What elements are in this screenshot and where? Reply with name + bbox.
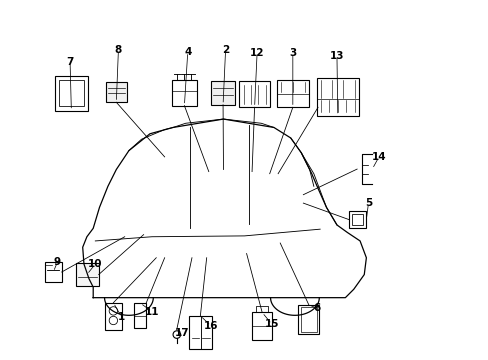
Bar: [251, 312, 272, 340]
Text: 8: 8: [115, 45, 122, 55]
Bar: [134, 303, 146, 328]
Bar: [300, 307, 316, 332]
Bar: [277, 80, 308, 107]
Text: 5: 5: [364, 198, 371, 208]
Bar: [59, 80, 84, 107]
Text: 10: 10: [88, 259, 102, 269]
Bar: [348, 211, 366, 228]
Bar: [316, 78, 358, 116]
Bar: [105, 82, 126, 102]
Text: 1: 1: [118, 312, 125, 323]
Text: 7: 7: [66, 57, 74, 67]
Text: 4: 4: [183, 47, 191, 57]
Bar: [351, 213, 363, 225]
Text: 15: 15: [264, 319, 279, 329]
Text: 6: 6: [312, 303, 320, 313]
Text: 16: 16: [203, 321, 218, 331]
Text: 9: 9: [54, 257, 61, 267]
Bar: [239, 81, 269, 107]
Bar: [105, 303, 122, 330]
Bar: [298, 305, 319, 334]
Text: 17: 17: [175, 328, 189, 338]
Bar: [210, 81, 235, 105]
Bar: [76, 263, 99, 286]
Text: 12: 12: [249, 48, 264, 58]
Bar: [189, 316, 212, 349]
Text: 11: 11: [144, 307, 159, 316]
Text: 13: 13: [329, 51, 344, 61]
Text: 3: 3: [288, 48, 296, 58]
Bar: [172, 80, 196, 105]
Text: 2: 2: [222, 45, 229, 55]
Bar: [55, 76, 88, 111]
Bar: [45, 262, 61, 282]
Text: 14: 14: [371, 152, 386, 162]
